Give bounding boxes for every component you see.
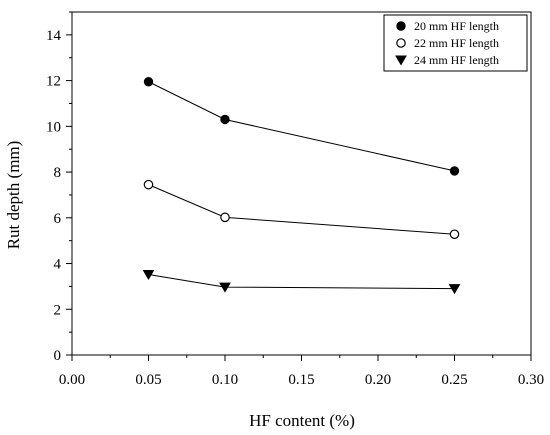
legend-box xyxy=(383,14,528,72)
data-point-series-3 xyxy=(448,284,461,295)
data-point-series-1 xyxy=(143,77,154,87)
data-point-series-2 xyxy=(449,229,460,240)
y-tick-label: 4 xyxy=(54,257,62,273)
y-tick-label: 6 xyxy=(54,211,62,227)
data-point-series-1 xyxy=(220,114,230,125)
legend-marker-2 xyxy=(396,38,406,48)
x-tick-label: 0.15 xyxy=(288,372,314,388)
y-tick-label: 8 xyxy=(54,165,62,181)
data-point-series-2 xyxy=(220,212,230,223)
y-tick-label: 14 xyxy=(46,28,62,44)
series-line-3 xyxy=(148,274,455,290)
x-tick-label: 0.25 xyxy=(441,372,467,388)
legend-marker-1 xyxy=(396,21,406,31)
legend-label: 20 mm HF length xyxy=(414,19,499,33)
legend-label: 24 mm HF length xyxy=(414,53,499,67)
data-point-series-3 xyxy=(142,270,155,280)
x-tick-label: 0.10 xyxy=(212,372,238,388)
x-tick-label: 0.20 xyxy=(365,372,391,388)
x-tick-label: 0.05 xyxy=(135,372,161,388)
y-tick-label: 0 xyxy=(54,348,62,364)
x-tick-label: 0.00 xyxy=(59,372,85,388)
legend: 20 mm HF length 22 mm HF length 24 mm HF l… xyxy=(383,14,528,72)
x-axis-title: HF content (%) xyxy=(249,411,355,430)
series-line-1 xyxy=(148,81,455,172)
series-line-2 xyxy=(148,184,455,235)
legend-marker-3 xyxy=(395,55,407,66)
y-tick-label: 10 xyxy=(46,119,61,135)
data-point-series-3 xyxy=(219,282,231,293)
y-tick-label: 2 xyxy=(54,302,62,318)
data-point-series-1 xyxy=(449,166,460,176)
x-tick-label: 0.30 xyxy=(518,372,544,388)
y-tick-label: 12 xyxy=(46,74,61,90)
data-point-series-2 xyxy=(143,179,154,190)
legend-label: 22 mm HF length xyxy=(414,36,499,50)
y-axis-title: Rut depth (mm) xyxy=(4,141,23,250)
